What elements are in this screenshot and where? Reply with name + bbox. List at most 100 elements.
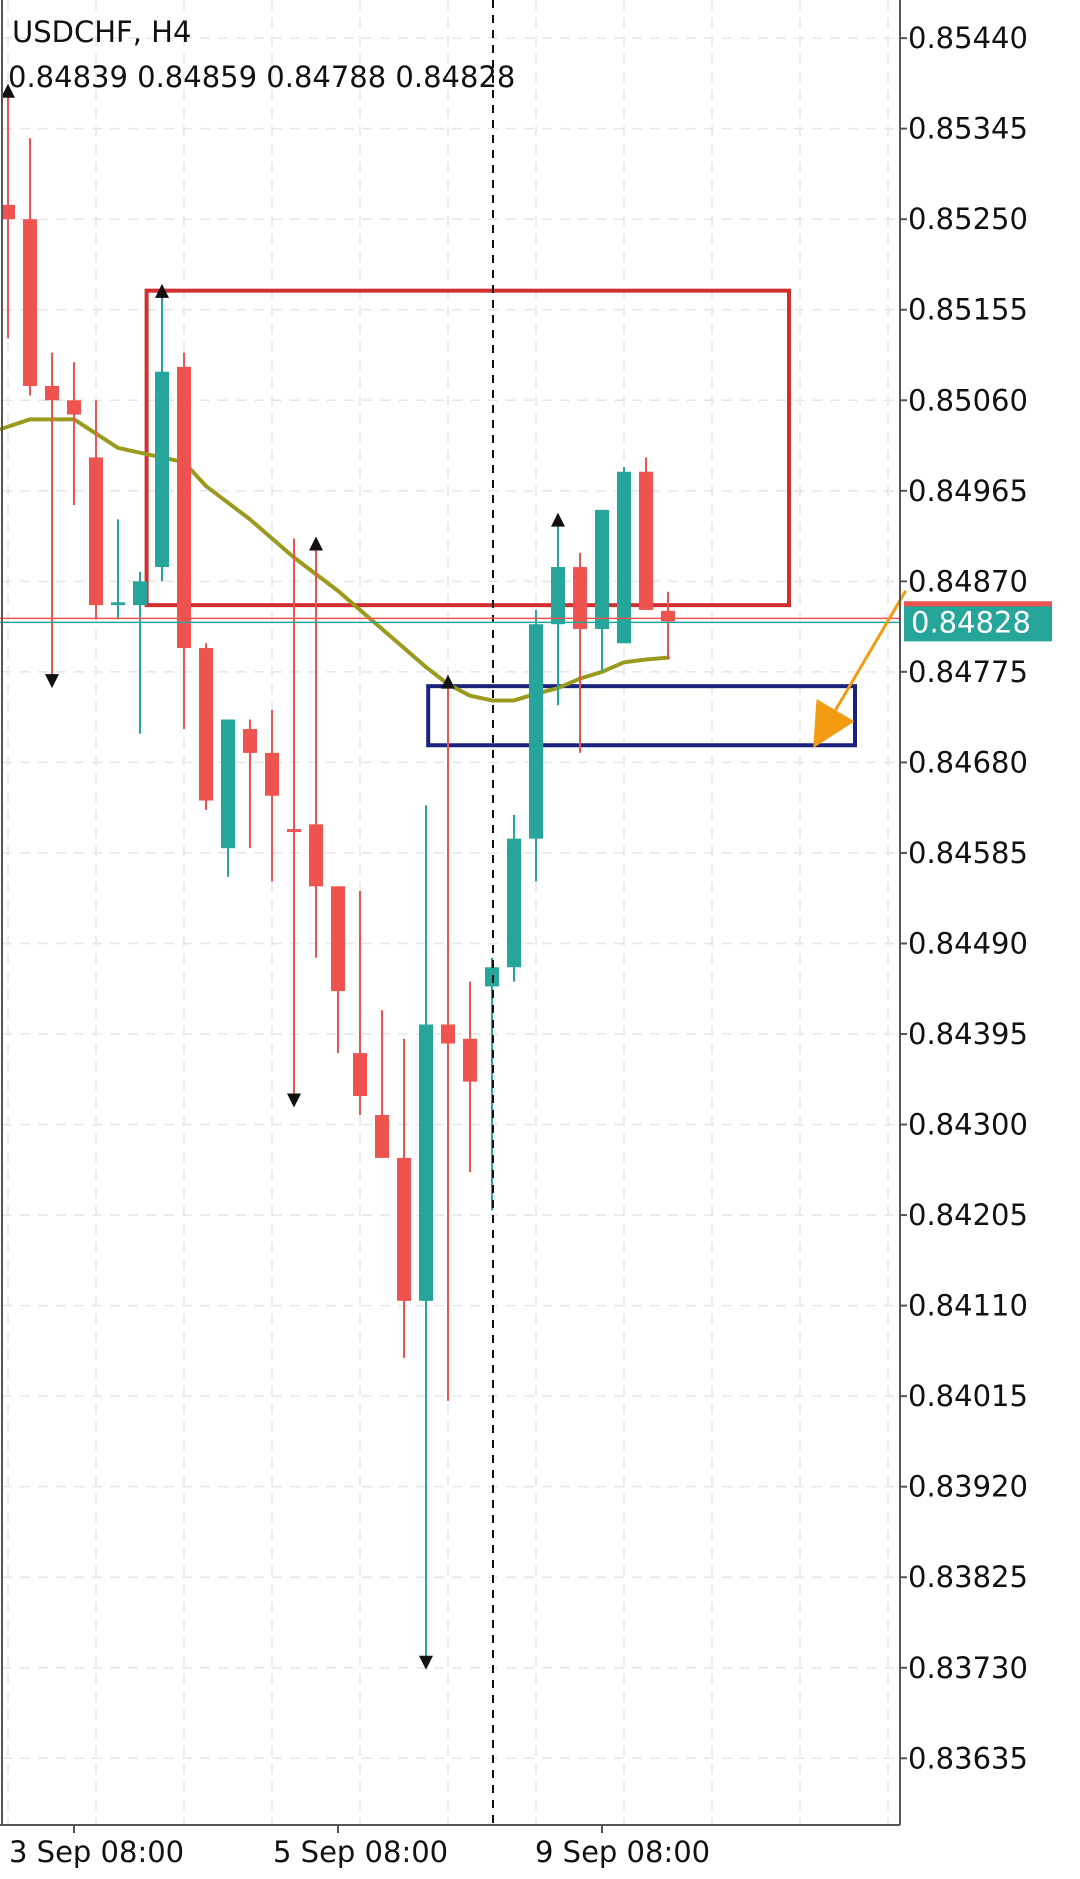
demand-zone-rectangle (426, 684, 857, 748)
ohlc-readout: 0.84839 0.84859 0.84788 0.84828 (8, 60, 515, 94)
candle-body (617, 471, 631, 644)
candle-body (133, 581, 147, 606)
candle-body (375, 1115, 389, 1158)
bearish-candle (441, 676, 455, 1401)
projection-arrow-line (834, 590, 907, 711)
price-axis-label: 0.83635 (908, 1741, 1028, 1775)
candle-body (331, 886, 345, 992)
bearish-candle (573, 552, 587, 753)
candle-body (353, 1053, 367, 1096)
time-axis-label: 5 Sep 08:00 (273, 1835, 448, 1869)
bearish-candle (243, 719, 257, 849)
candle-body (199, 648, 213, 801)
grid-lines (2, 0, 900, 1825)
supply-zone-rectangle (144, 288, 792, 608)
candle-body (265, 752, 279, 796)
bearish-candle (375, 1010, 389, 1158)
price-axis-label: 0.84110 (908, 1289, 1028, 1323)
bullish-candle (529, 609, 543, 882)
bullish-candle (595, 509, 609, 672)
fractal-up-icon (441, 674, 455, 689)
candle-body (507, 838, 521, 968)
bearish-candle (89, 400, 103, 620)
candle-body (639, 471, 653, 610)
candle-body (221, 719, 235, 849)
bearish-candle (67, 362, 81, 506)
candle-body (573, 567, 587, 629)
candle-body (463, 1038, 477, 1082)
candle-body (111, 602, 125, 606)
bearish-candle (23, 138, 37, 396)
price-axis-label: 0.83825 (908, 1560, 1028, 1594)
price-axis-label: 0.84775 (908, 655, 1028, 689)
bearish-candle (1, 85, 15, 339)
candle-body (551, 567, 565, 625)
fractals-layer (1, 83, 565, 1670)
candle-body (309, 824, 323, 887)
price-axis-label: 0.84300 (908, 1108, 1028, 1142)
price-axis[interactable]: 0.85440 0.85345 0.85250 0.85155 0.85060 0.849… (899, 0, 1052, 1825)
bullish-candle (221, 719, 235, 877)
candle-body (661, 610, 675, 622)
price-axis-label: 0.84965 (908, 474, 1028, 508)
price-axis-label: 0.84585 (908, 836, 1028, 870)
price-axis-label: 0.85060 (908, 383, 1028, 417)
bearish-candle (177, 352, 191, 730)
bearish-candle (463, 981, 477, 1173)
candle-body (177, 366, 191, 649)
price-axis-label: 0.83730 (908, 1651, 1028, 1685)
price-axis-label: 0.84205 (908, 1198, 1028, 1232)
bullish-candle (551, 514, 565, 706)
bearish-candle (265, 709, 279, 882)
candle-body (441, 1024, 455, 1044)
current-price-label: 0.84828 (911, 605, 1031, 639)
price-axis-label: 0.84015 (908, 1379, 1028, 1413)
candle-body (419, 1024, 433, 1301)
fractal-down-icon (45, 674, 59, 689)
price-axis-label: 0.84490 (908, 926, 1028, 960)
fractal-up-icon (155, 283, 169, 298)
candle-body (67, 400, 81, 415)
moving-average-layer (0, 417, 670, 703)
price-axis-label: 0.83920 (908, 1470, 1028, 1504)
overlay-layer (0, 0, 907, 1825)
bearish-candle (309, 538, 323, 958)
bullish-candle (133, 571, 147, 734)
bearish-candle (45, 352, 59, 687)
candle-body (595, 509, 609, 629)
time-axis-label: 9 Sep 08:00 (535, 1835, 710, 1869)
fractal-up-icon (1, 83, 15, 98)
candle-body (529, 624, 543, 839)
bullish-candle (507, 814, 521, 982)
candles-layer (1, 85, 675, 1668)
price-axis-label: 0.85250 (908, 202, 1028, 236)
current-price-tag-top (904, 601, 1052, 607)
bearish-candle (353, 891, 367, 1116)
price-axis-label: 0.84870 (908, 564, 1028, 598)
fractal-up-icon (551, 512, 565, 527)
bullish-candle (617, 466, 631, 644)
candle-body (155, 371, 169, 568)
bearish-candle (199, 643, 213, 811)
price-axis-label: 0.85345 (908, 112, 1028, 146)
moving-average-line (0, 417, 670, 703)
zones-layer (144, 288, 857, 748)
bearish-candle (331, 886, 345, 1054)
candle-body (287, 829, 301, 832)
candle-body (23, 219, 37, 386)
candle-body (243, 729, 257, 753)
bearish-candle (639, 457, 653, 610)
time-axis-label: 3 Sep 08:00 (9, 1835, 184, 1869)
current-price-tag (904, 601, 1052, 642)
bearish-candle (287, 538, 301, 1106)
candle-body (1, 204, 15, 220)
fractal-up-icon (309, 536, 323, 551)
bearish-candle (661, 591, 675, 660)
bullish-candle (111, 519, 125, 620)
price-axis-label: 0.85440 (908, 21, 1028, 55)
symbol-timeframe-label: USDCHF, H4 (12, 15, 191, 49)
price-axis-label: 0.85155 (908, 293, 1028, 327)
candle-body (45, 385, 59, 401)
time-axis[interactable]: 3 Sep 08:00 5 Sep 08:00 9 Sep 08:00 (0, 0, 900, 1869)
